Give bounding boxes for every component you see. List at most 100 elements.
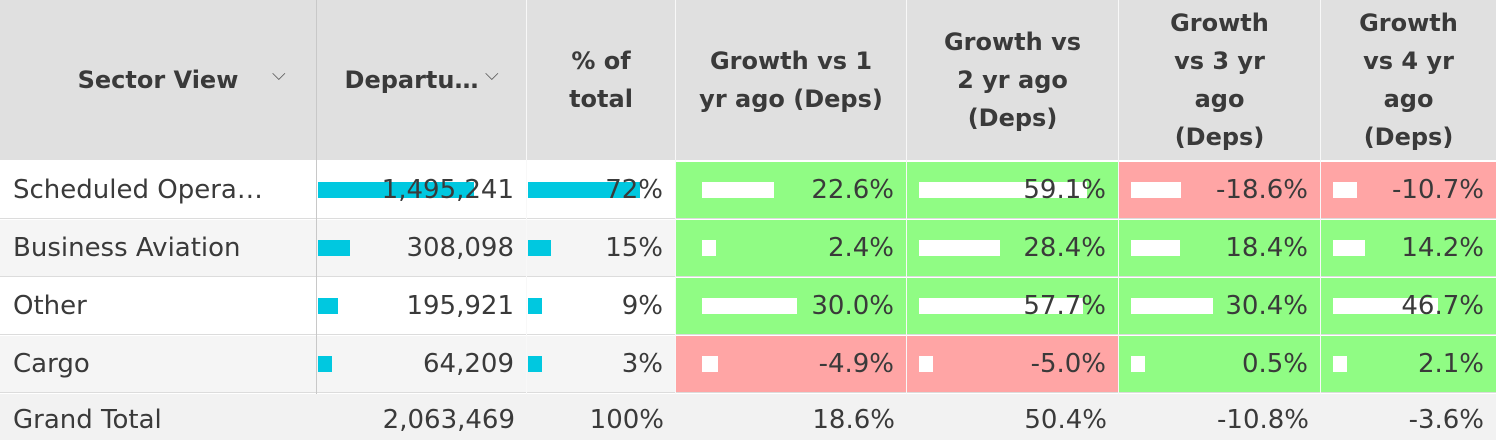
cell-value: -18.6% bbox=[1216, 175, 1308, 205]
cell-value: 57.7% bbox=[1023, 291, 1106, 321]
cell-g1: 22.6% bbox=[676, 162, 906, 218]
cell-value: -10.7% bbox=[1392, 175, 1484, 205]
header-growth-2yr[interactable]: Growth vs 2 yr ago (Deps) bbox=[907, 0, 1118, 160]
pct-bar bbox=[528, 356, 542, 372]
total-value: 2,063,469 bbox=[382, 405, 515, 435]
departures-bar bbox=[318, 356, 332, 372]
header-pct-total-label: % of total bbox=[569, 47, 633, 113]
total-value: -3.6% bbox=[1408, 405, 1484, 435]
cell-pct: 15% bbox=[527, 220, 675, 276]
growth-bar bbox=[1333, 182, 1357, 198]
cell-value: 64,209 bbox=[423, 349, 514, 379]
row-divider bbox=[0, 218, 1496, 219]
chevron-down-icon[interactable]: ⌵ bbox=[272, 64, 286, 85]
cell-g1: -4.9% bbox=[676, 336, 906, 392]
cell-value: 195,921 bbox=[406, 291, 514, 321]
column-divider bbox=[1118, 0, 1119, 394]
cell-g4: 2.1% bbox=[1321, 336, 1496, 392]
chevron-down-icon[interactable]: ⌵ bbox=[485, 64, 499, 85]
growth-bar bbox=[919, 356, 933, 372]
growth-bar bbox=[702, 298, 797, 314]
total-pct: 100% bbox=[527, 394, 676, 440]
growth-bar bbox=[1333, 240, 1365, 256]
cell-value: 18.4% bbox=[1225, 233, 1308, 263]
departures-bar bbox=[318, 182, 474, 198]
cell-departures: 195,921 bbox=[317, 278, 526, 334]
column-divider bbox=[906, 0, 907, 394]
cell-value: 59.1% bbox=[1023, 175, 1106, 205]
cell-value: 46.7% bbox=[1401, 291, 1484, 321]
growth-bar bbox=[1131, 182, 1181, 198]
total-g4: -3.6% bbox=[1321, 394, 1496, 440]
cell-pct: 9% bbox=[527, 278, 675, 334]
header-growth-3yr[interactable]: Growth vs 3 yr ago (Deps) bbox=[1119, 0, 1320, 160]
grand-total-label: Grand Total bbox=[0, 394, 317, 440]
growth-bar bbox=[702, 182, 774, 198]
header-growth-4yr-label: Growth vs 4 yr ago (Deps) bbox=[1359, 9, 1458, 151]
cell-value: 15% bbox=[605, 233, 663, 263]
cell-g4: 14.2% bbox=[1321, 220, 1496, 276]
departures-bar bbox=[318, 240, 350, 256]
total-label-text: Grand Total bbox=[13, 405, 162, 435]
cell-g2: -5.0% bbox=[907, 336, 1118, 392]
growth-bar bbox=[1333, 356, 1347, 372]
total-g2: 50.4% bbox=[907, 394, 1119, 440]
header-pct-total[interactable]: % of total bbox=[527, 0, 675, 160]
growth-bar bbox=[702, 356, 718, 372]
cell-departures: 64,209 bbox=[317, 336, 526, 392]
header-growth-4yr[interactable]: Growth vs 4 yr ago (Deps) bbox=[1321, 0, 1496, 160]
row-label-cell[interactable]: Scheduled Opera… bbox=[0, 162, 316, 218]
total-value: 100% bbox=[589, 405, 664, 435]
cell-g2: 59.1% bbox=[907, 162, 1118, 218]
cell-value: 2.4% bbox=[827, 233, 894, 263]
column-divider bbox=[526, 0, 527, 394]
cell-g2: 57.7% bbox=[907, 278, 1118, 334]
cell-departures: 308,098 bbox=[317, 220, 526, 276]
cell-value: -5.0% bbox=[1030, 349, 1106, 379]
cell-value: 2.1% bbox=[1417, 349, 1484, 379]
cell-value: 22.6% bbox=[811, 175, 894, 205]
cell-g4: -10.7% bbox=[1321, 162, 1496, 218]
cell-value: 9% bbox=[621, 291, 663, 321]
cell-value: 14.2% bbox=[1401, 233, 1484, 263]
growth-bar bbox=[1333, 298, 1438, 314]
cell-departures: 1,495,241 bbox=[317, 162, 526, 218]
cell-value: 3% bbox=[621, 349, 663, 379]
total-g1: 18.6% bbox=[676, 394, 907, 440]
row-label-cell[interactable]: Cargo bbox=[0, 336, 316, 392]
column-divider bbox=[675, 0, 676, 394]
growth-bar bbox=[919, 298, 1083, 314]
cell-value: 308,098 bbox=[406, 233, 514, 263]
header-growth-3yr-label: Growth vs 3 yr ago (Deps) bbox=[1170, 9, 1269, 151]
cell-value: -4.9% bbox=[818, 349, 894, 379]
row-label-cell[interactable]: Other bbox=[0, 278, 316, 334]
pct-bar bbox=[528, 182, 640, 198]
header-growth-2yr-label: Growth vs 2 yr ago (Deps) bbox=[943, 28, 1082, 132]
cell-value: 30.4% bbox=[1225, 291, 1308, 321]
row-divider bbox=[0, 392, 1496, 393]
row-label: Scheduled Opera… bbox=[13, 175, 263, 205]
header-growth-1yr[interactable]: Growth vs 1 yr ago (Deps) bbox=[676, 0, 906, 160]
cell-g3: 18.4% bbox=[1119, 220, 1320, 276]
cell-pct: 72% bbox=[527, 162, 675, 218]
total-g3: -10.8% bbox=[1119, 394, 1321, 440]
header-departures-label: Departu… bbox=[344, 66, 479, 94]
header-sector-label: Sector View bbox=[77, 66, 239, 94]
cell-value: 30.0% bbox=[811, 291, 894, 321]
cell-g4: 46.7% bbox=[1321, 278, 1496, 334]
header-sector-view[interactable]: Sector View ⌵ bbox=[0, 0, 316, 160]
column-divider bbox=[316, 0, 317, 394]
cell-g1: 2.4% bbox=[676, 220, 906, 276]
row-label-cell[interactable]: Business Aviation bbox=[0, 220, 316, 276]
row-label: Other bbox=[13, 291, 87, 321]
cell-pct: 3% bbox=[527, 336, 675, 392]
growth-bar bbox=[702, 240, 716, 256]
header-growth-1yr-label: Growth vs 1 yr ago (Deps) bbox=[699, 47, 883, 113]
pct-bar bbox=[528, 298, 542, 314]
cell-g3: 0.5% bbox=[1119, 336, 1320, 392]
row-divider bbox=[0, 334, 1496, 335]
cell-value: 72% bbox=[605, 175, 663, 205]
header-departures[interactable]: Departu… ⌵ bbox=[317, 0, 526, 160]
growth-bar bbox=[919, 182, 1087, 198]
